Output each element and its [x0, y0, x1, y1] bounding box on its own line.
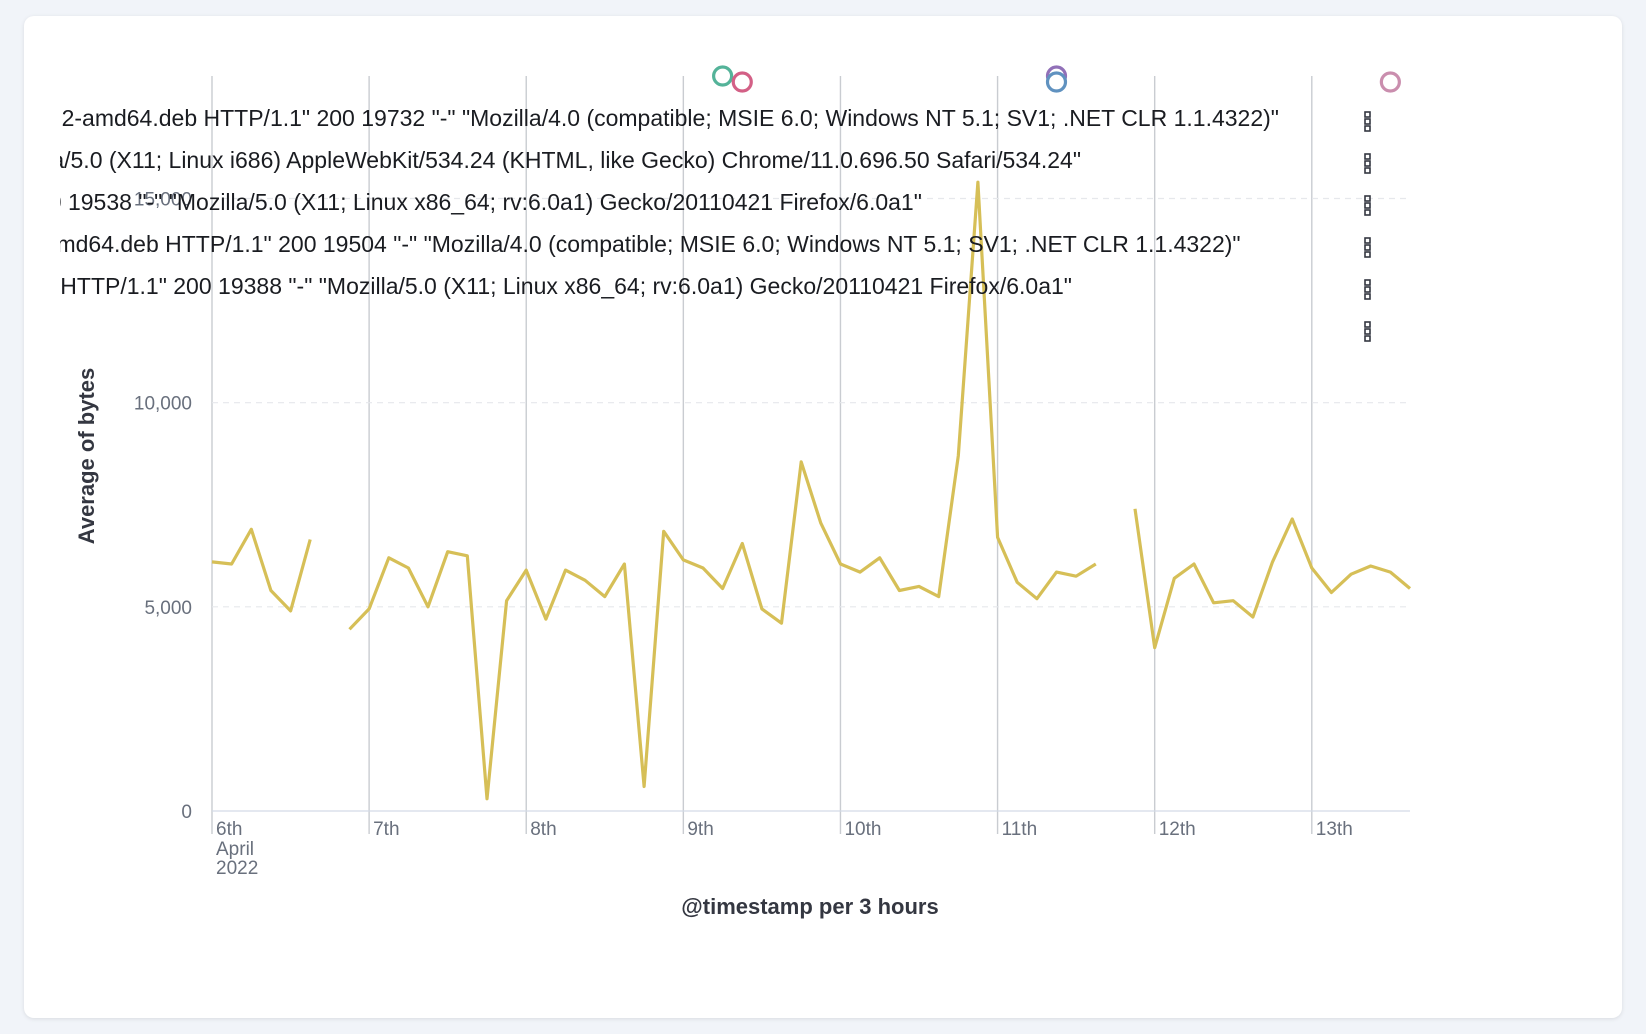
annotation-log-line: -amd64.deb HTTP/1.1" 200 19504 "-" "Mozi… — [36, 231, 1241, 257]
drag-handle-dot — [1364, 335, 1371, 342]
x-tick-label: 13th — [1316, 819, 1353, 840]
annotation-layer: .3.2-amd64.deb HTTP/1.1" 200 19732 "-" "… — [36, 105, 1279, 299]
drag-handle-dot — [1364, 195, 1371, 202]
drag-handle-dot — [1364, 237, 1371, 244]
x-tick-label: 10th — [844, 819, 881, 840]
drag-handle-dot — [1364, 167, 1371, 174]
series-layer — [211, 180, 1412, 801]
x-tick-label: 7th — [373, 819, 399, 840]
annotation-marker[interactable] — [712, 65, 734, 87]
x-tick-sublabel: 2022 — [216, 858, 258, 879]
drag-handle-dot — [1364, 286, 1371, 293]
drag-handle-dot — [1364, 328, 1371, 335]
annotation-marker[interactable] — [1045, 71, 1068, 93]
drag-handle-dot — [1364, 202, 1371, 209]
chart-panel: 0 5,000 10,000 15,000 6th April 2022 7th 8th 9th 1… — [24, 16, 1622, 1018]
annotation-log-line: illa/5.0 (X11; Linux i686) AppleWebKit/5… — [36, 147, 1081, 173]
drag-handle-icon[interactable] — [1364, 153, 1371, 174]
y-tick-label: 0 — [181, 802, 192, 823]
y-tick-label: 15,000 — [134, 190, 192, 211]
x-tick-label: 12th — [1159, 819, 1196, 840]
y-tick-label: 10,000 — [134, 394, 192, 415]
drag-handle-icon[interactable] — [1364, 111, 1371, 132]
series-line-segment — [211, 527, 312, 613]
drag-handle-dot — [1364, 279, 1371, 286]
drag-handle-dot — [1364, 209, 1371, 216]
annotation-marker[interactable] — [731, 71, 753, 93]
x-axis-title: @timestamp per 3 hours — [681, 894, 938, 919]
drag-handle-dot — [1364, 244, 1371, 251]
drag-handle-icon[interactable] — [1364, 237, 1371, 258]
y-tick-label: 5,000 — [144, 598, 192, 619]
annotation-marker[interactable] — [1379, 71, 1401, 93]
handle-layer[interactable] — [1364, 111, 1371, 342]
drag-handle-icon[interactable] — [1364, 279, 1371, 300]
series-line-segment — [348, 180, 1097, 801]
x-tick-label: 6th — [216, 819, 242, 840]
drag-handle-dot — [1364, 125, 1371, 132]
x-tick-label: 8th — [530, 819, 556, 840]
drag-handle-dot — [1364, 293, 1371, 300]
y-axis-title: Average of bytes — [74, 368, 99, 544]
grid-layer — [211, 76, 1410, 834]
annotation-log-line: 00 19538 "-" "Mozilla/5.0 (X11; Linux x8… — [36, 189, 922, 215]
drag-handle-icon[interactable] — [1364, 321, 1371, 342]
drag-handle-dot — [1364, 111, 1371, 118]
drag-handle-dot — [1364, 153, 1371, 160]
drag-handle-icon[interactable] — [1364, 195, 1371, 216]
drag-handle-dot — [1364, 321, 1371, 328]
series-line-segment — [1133, 508, 1412, 650]
drag-handle-dot — [1364, 118, 1371, 125]
marker-layer[interactable] — [712, 65, 1401, 93]
drag-handle-dot — [1364, 160, 1371, 167]
annotation-log-line: ip HTTP/1.1" 200 19388 "-" "Mozilla/5.0 … — [36, 273, 1072, 299]
x-tick-label: 9th — [687, 819, 713, 840]
drag-handle-dot — [1364, 251, 1371, 258]
x-tick-label: 11th — [1002, 819, 1038, 840]
x-tick-sublabel: April — [216, 839, 254, 860]
annotation-log-line: .3.2-amd64.deb HTTP/1.1" 200 19732 "-" "… — [36, 105, 1279, 131]
